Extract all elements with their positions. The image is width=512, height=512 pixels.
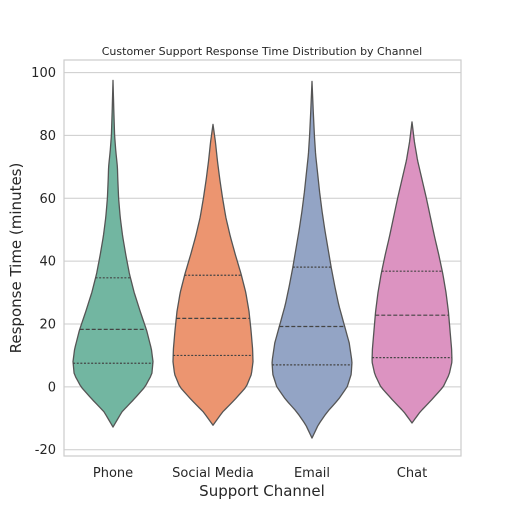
y-tick-label: 0 xyxy=(48,380,56,395)
violin-social-media xyxy=(172,123,254,426)
y-tick-label: 60 xyxy=(39,192,56,207)
x-tick-label: Social Media xyxy=(172,466,254,481)
chart-title: Customer Support Response Time Distribut… xyxy=(102,45,422,58)
y-tick-label: 40 xyxy=(39,255,56,270)
y-tick-labels: -20 0 20 40 60 80 100 xyxy=(31,66,56,458)
x-tick-labels: Phone Social Media Email Chat xyxy=(93,466,427,481)
y-axis-label: Response Time (minutes) xyxy=(7,163,25,354)
y-tick-label: 100 xyxy=(31,66,56,81)
y-tick-label: 80 xyxy=(39,129,56,144)
violin-chat xyxy=(371,121,453,424)
violins xyxy=(72,79,453,439)
x-tick-label: Phone xyxy=(93,466,133,481)
x-tick-label: Email xyxy=(294,466,330,481)
x-axis-label: Support Channel xyxy=(199,482,325,500)
x-tick-label: Chat xyxy=(397,466,427,481)
violin-email xyxy=(271,80,353,439)
y-tick-label: 20 xyxy=(39,318,56,333)
y-tick-label: -20 xyxy=(35,443,56,458)
violin-phone xyxy=(72,79,154,428)
plot-frame xyxy=(63,59,462,457)
